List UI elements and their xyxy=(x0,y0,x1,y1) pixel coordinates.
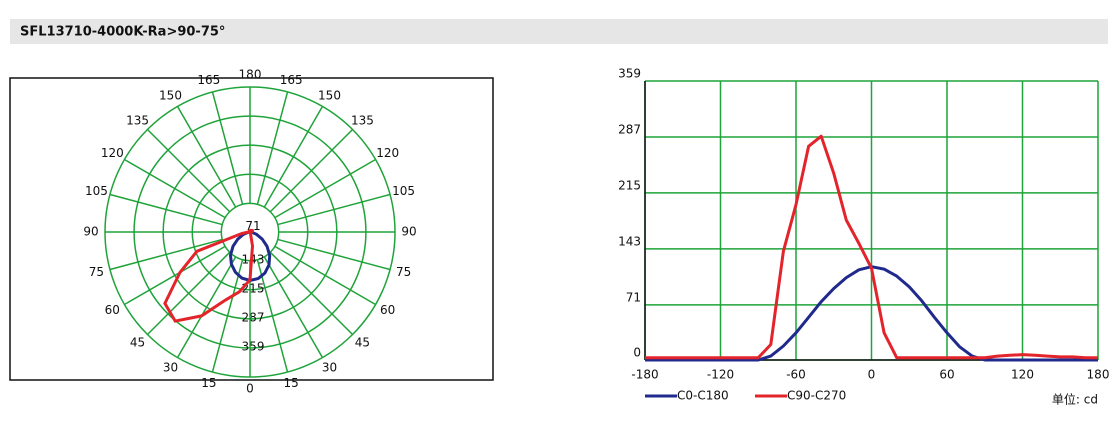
spoke xyxy=(109,193,223,226)
spoke xyxy=(274,158,376,219)
spoke xyxy=(256,259,289,373)
legend-label: C90-C270 xyxy=(787,389,846,403)
x-tick-label: -120 xyxy=(707,368,734,382)
spoke xyxy=(176,106,237,208)
spoke xyxy=(109,238,223,271)
angle-label: 30 xyxy=(322,360,337,374)
spoke xyxy=(124,245,226,306)
x-tick-label: 0 xyxy=(868,368,876,382)
spoke xyxy=(277,193,391,226)
spoke xyxy=(211,259,244,373)
spoke xyxy=(274,245,376,306)
angle-label: 75 xyxy=(89,265,104,279)
x-tick-label: 180 xyxy=(1087,368,1110,382)
angle-label: 135 xyxy=(351,113,374,127)
angle-label: 90 xyxy=(83,225,98,239)
angle-label: 135 xyxy=(126,113,149,127)
angle-label: 165 xyxy=(197,73,220,87)
y-tick-label: 71 xyxy=(626,290,641,304)
radial-label: 359 xyxy=(242,340,265,354)
spoke xyxy=(256,91,289,205)
spoke xyxy=(146,251,231,336)
unit-label: 单位: cd xyxy=(1052,392,1098,407)
angle-label: 150 xyxy=(159,89,182,103)
radial-label: 287 xyxy=(242,310,265,324)
angle-label: 15 xyxy=(201,376,216,390)
header-bar xyxy=(10,19,1108,44)
angle-label: 60 xyxy=(380,303,395,317)
spoke xyxy=(211,91,244,205)
angle-label: 180 xyxy=(239,68,262,82)
angle-label: 30 xyxy=(163,360,178,374)
x-tick-label: 60 xyxy=(939,368,954,382)
angle-label: 90 xyxy=(401,225,416,239)
angle-label: 45 xyxy=(130,336,145,350)
angle-label: 0 xyxy=(246,382,254,396)
angle-label: 105 xyxy=(392,184,415,198)
spoke xyxy=(277,238,391,271)
angle-label: 45 xyxy=(355,336,370,350)
angle-label: 105 xyxy=(85,184,108,198)
polar-curve xyxy=(163,228,255,323)
y-tick-label: 215 xyxy=(618,178,641,192)
angle-label: 150 xyxy=(318,89,341,103)
angle-label: 120 xyxy=(376,146,399,160)
spoke xyxy=(146,128,231,213)
spoke xyxy=(124,158,226,219)
angle-label: 75 xyxy=(396,265,411,279)
y-tick-label: 287 xyxy=(618,122,641,136)
angle-label: 15 xyxy=(284,376,299,390)
spoke xyxy=(263,256,324,358)
series-line xyxy=(645,134,1098,360)
x-tick-label: 120 xyxy=(1011,368,1034,382)
header-title: SFL13710-4000K-Ra>90-75° xyxy=(20,25,225,40)
spoke xyxy=(269,251,354,336)
spoke xyxy=(263,106,324,208)
y-tick-label: 143 xyxy=(618,234,641,248)
x-tick-label: -60 xyxy=(786,368,806,382)
spoke xyxy=(176,256,237,358)
angle-label: 60 xyxy=(105,303,120,317)
angle-label: 120 xyxy=(101,146,124,160)
y-tick-label: 0 xyxy=(633,346,641,360)
x-tick-label: -180 xyxy=(631,368,658,382)
angle-label: 165 xyxy=(280,73,303,87)
y-tick-label: 359 xyxy=(618,67,641,81)
polar-frame xyxy=(9,77,494,381)
legend-label: C0-C180 xyxy=(677,389,729,403)
spoke xyxy=(269,128,354,213)
